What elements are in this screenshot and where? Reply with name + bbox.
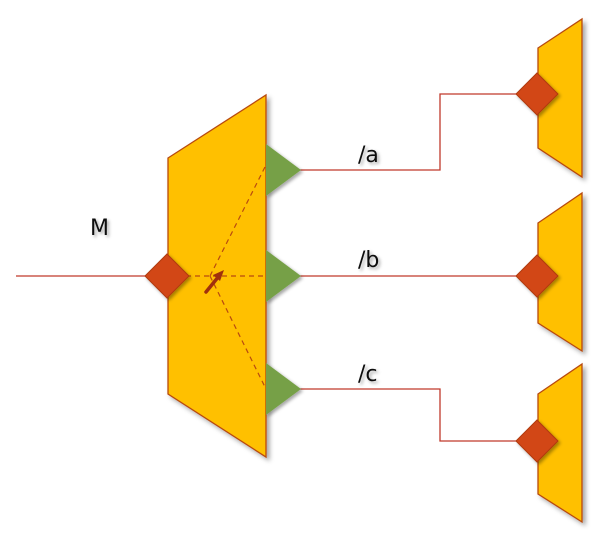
output-port-c	[266, 363, 301, 415]
wires	[16, 93, 518, 442]
wire-c	[300, 388, 518, 442]
output-label-c: /c	[358, 362, 378, 387]
switch-block	[167, 93, 267, 459]
receiver-c	[515, 362, 583, 524]
output-port-b	[266, 250, 301, 302]
wire-a	[300, 93, 518, 171]
output-ports	[266, 144, 301, 415]
selector-arrow-icon	[204, 270, 224, 294]
receiver-a	[515, 17, 583, 179]
input-port-diamond	[144, 253, 190, 299]
receiver-a-port	[515, 72, 559, 116]
output-label-a: /a	[358, 143, 379, 168]
output-label-b: /b	[358, 248, 379, 273]
output-port-a	[266, 144, 301, 196]
receiver-b-port	[515, 254, 559, 298]
receiver-b	[515, 191, 583, 353]
routing-lines	[186, 164, 267, 390]
input-label: M	[90, 216, 109, 241]
receiver-c-port	[515, 419, 559, 463]
